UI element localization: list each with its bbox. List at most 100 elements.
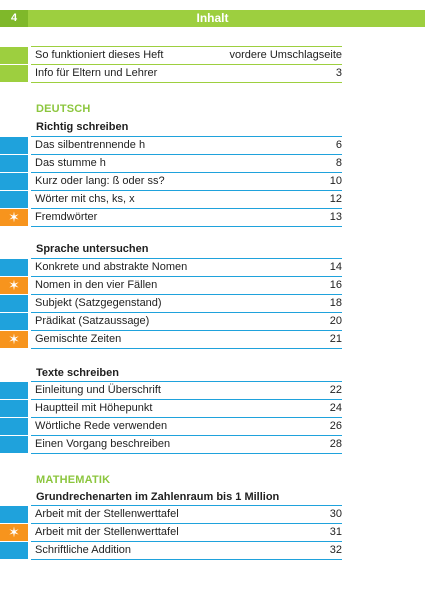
toc-page: 24 [329,402,342,414]
divider [31,208,342,209]
toc-label: Konkrete und abstrakte Nomen [35,261,188,273]
toc-label: Gemischte Zeiten [35,333,122,345]
row-marker [0,542,28,559]
toc-label: Wörter mit chs, ks, x [35,193,135,205]
toc-row[interactable]: Kurz oder lang: ß oder ss? 10 [0,173,425,190]
toc-label: Einen Vorgang beschreiben [35,438,171,450]
toc-row[interactable]: ✶ Gemischte Zeiten 21 [0,331,425,348]
toc-label: Arbeit mit der Stellenwerttafel [35,508,179,520]
toc-row[interactable]: Das stumme h 8 [0,155,425,172]
toc-page: 26 [329,420,342,432]
toc-page: 21 [329,333,342,345]
row-marker [0,436,28,453]
toc-page: 20 [329,315,342,327]
section-title-mathematik: MATHEMATIK [36,474,111,486]
row-marker [0,331,28,348]
toc-label: Nomen in den vier Fällen [35,279,158,291]
divider [31,381,342,382]
star-icon: ✶ [8,209,20,225]
row-marker [0,155,28,172]
divider [31,276,342,277]
toc-page: 6 [335,139,342,151]
row-marker [0,295,28,312]
divider [31,435,342,436]
row-marker [0,382,28,399]
row-marker [0,506,28,523]
row-marker [0,173,28,190]
toc-label: Kurz oder lang: ß oder ss? [35,175,165,187]
divider [31,559,342,560]
divider [31,312,342,313]
toc-row[interactable]: Einleitung und Überschrift 22 [0,382,425,399]
toc-row[interactable]: Subjekt (Satzgegenstand) 18 [0,295,425,312]
header-bar: 4 Inhalt [0,10,425,27]
toc-page: 30 [329,508,342,520]
group-title: Sprache untersuchen [36,243,149,255]
toc-page: 14 [329,261,342,273]
star-icon: ✶ [8,331,20,347]
toc-row[interactable]: ✶ Nomen in den vier Fällen 16 [0,277,425,294]
row-marker [0,47,28,64]
divider [31,399,342,400]
divider [31,258,342,259]
toc-label: Das silbentrennende h [35,139,146,151]
toc-label: Wörtliche Rede verwenden [35,420,168,432]
toc-page: 3 [335,67,342,79]
star-icon: ✶ [8,524,20,540]
toc-page: 31 [329,526,342,538]
toc-label: Arbeit mit der Stellenwerttafel [35,526,179,538]
toc-row[interactable]: Prädikat (Satzaussage) 20 [0,313,425,330]
toc-row[interactable]: ✶ Fremdwörter 13 [0,209,425,226]
divider [31,190,342,191]
toc-label: Subjekt (Satzgegenstand) [35,297,162,309]
row-marker [0,209,28,226]
toc-label: Das stumme h [35,157,106,169]
toc-row[interactable]: Einen Vorgang beschreiben 28 [0,436,425,453]
toc-page: 13 [329,211,342,223]
page-number: 4 [0,10,28,27]
divider [31,330,342,331]
toc-page: 10 [329,175,342,187]
row-marker [0,524,28,541]
row-marker [0,418,28,435]
row-marker [0,313,28,330]
section-title-deutsch: DEUTSCH [36,103,91,115]
divider [31,294,342,295]
toc-label: Hauptteil mit Höhepunkt [35,402,153,414]
divider [31,453,342,454]
toc-page: 12 [329,193,342,205]
toc-page: 18 [329,297,342,309]
toc-row[interactable]: Schriftliche Addition 32 [0,542,425,559]
toc-page: 28 [329,438,342,450]
group-title: Richtig schreiben [36,121,129,133]
toc-row[interactable]: Konkrete und abstrakte Nomen 14 [0,259,425,276]
toc-row[interactable]: Arbeit mit der Stellenwerttafel 30 [0,506,425,523]
divider [31,154,342,155]
toc-row[interactable]: Hauptteil mit Höhepunkt 24 [0,400,425,417]
toc-label: Schriftliche Addition [35,544,131,556]
toc-page: 8 [335,157,342,169]
page-title: Inhalt [196,11,229,25]
divider [31,136,342,137]
group-title: Texte schreiben [36,367,119,379]
toc-page: 32 [329,544,342,556]
toc-label: Info für Eltern und Lehrer [35,67,158,79]
toc-row-intro-1[interactable]: So funktioniert dieses Heft vordere Umsc… [0,47,425,64]
toc-row[interactable]: Wörtliche Rede verwenden 26 [0,418,425,435]
row-marker [0,277,28,294]
divider [31,417,342,418]
group-title: Grundrechenarten im Zahlenraum bis 1 Mil… [36,491,280,503]
row-marker [0,137,28,154]
toc-row[interactable]: ✶ Arbeit mit der Stellenwerttafel 31 [0,524,425,541]
toc-row[interactable]: Das silbentrennende h 6 [0,137,425,154]
toc-page: vordere Umschlagseite [229,49,343,61]
toc-row[interactable]: Wörter mit chs, ks, x 12 [0,191,425,208]
toc-page: 22 [329,384,342,396]
toc-label: Einleitung und Überschrift [35,384,161,396]
divider [31,46,342,47]
row-marker [0,400,28,417]
row-marker [0,259,28,276]
row-marker [0,191,28,208]
toc-row-intro-2[interactable]: Info für Eltern und Lehrer 3 [0,65,425,82]
divider [31,82,342,83]
